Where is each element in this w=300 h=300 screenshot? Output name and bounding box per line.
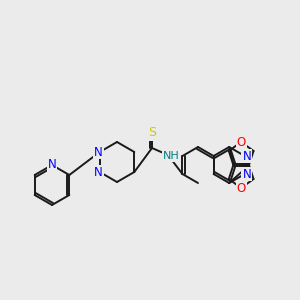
Text: N: N (48, 158, 56, 172)
Text: N: N (242, 149, 251, 163)
Text: O: O (237, 182, 246, 194)
Text: N: N (94, 146, 103, 158)
Text: O: O (237, 136, 246, 148)
Text: NH: NH (163, 151, 179, 161)
Text: N: N (242, 167, 251, 181)
Text: N: N (94, 166, 103, 178)
Text: S: S (148, 127, 156, 140)
